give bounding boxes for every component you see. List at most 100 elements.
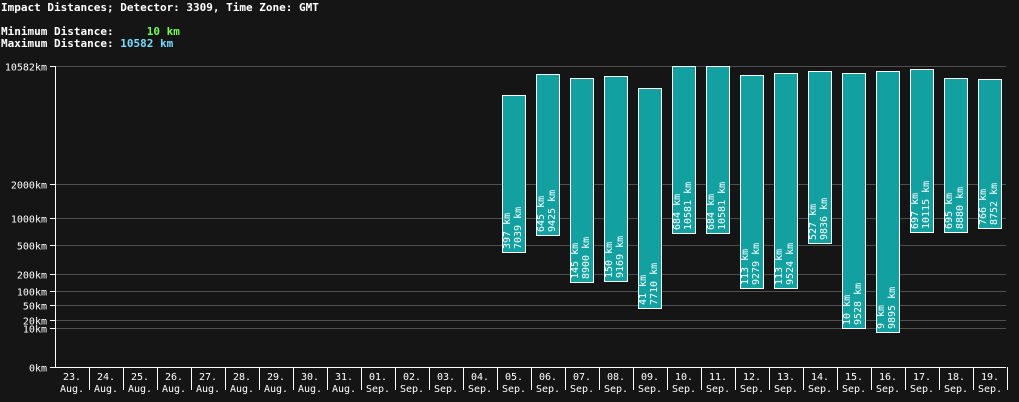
bar-max-label: 10581 km — [717, 182, 728, 230]
y-tick-label: 2000km — [11, 181, 47, 192]
y-tick-label: 200km — [17, 271, 47, 282]
distance-bar — [876, 71, 900, 333]
maximum-distance-row: Maximum Distance: 10582 km — [1, 38, 173, 50]
x-tick-day: 03. — [437, 372, 455, 383]
bar-max-label: 7710 km — [649, 263, 660, 305]
bar-min-label: 397 km — [502, 213, 513, 249]
x-tick-month: Sep. — [978, 384, 1002, 395]
x-tick-month: Sep. — [502, 384, 526, 395]
x-tick-month: Sep. — [876, 384, 900, 395]
bar-min-label: 9 km — [876, 305, 887, 329]
x-tick-month: Sep. — [672, 384, 696, 395]
bar-min-label: 684 km — [706, 194, 717, 230]
y-tick-label: 10km — [23, 325, 47, 336]
bar-min-label: 10 km — [842, 295, 853, 325]
distance-bar — [672, 66, 696, 234]
x-tick-month: Aug. — [298, 384, 322, 395]
x-tick-month: Sep. — [434, 384, 458, 395]
x-tick-day: 10. — [675, 372, 693, 383]
bar-min-label: 150 km — [604, 242, 615, 278]
bar-min-label: 145 km — [570, 243, 581, 279]
x-tick-day: 25. — [131, 372, 149, 383]
x-tick-day: 15. — [845, 372, 863, 383]
x-tick-day: 17. — [913, 372, 931, 383]
x-tick-day: 13. — [777, 372, 795, 383]
y-tick-label: 50km — [23, 302, 47, 313]
x-tick-month: Sep. — [536, 384, 560, 395]
x-tick-month: Sep. — [740, 384, 764, 395]
bar-max-label: 9169 km — [615, 236, 626, 278]
bar-min-label: 684 km — [672, 194, 683, 230]
x-tick-day: 31. — [335, 372, 353, 383]
x-tick-day: 02. — [403, 372, 421, 383]
bar-max-label: 8752 km — [989, 183, 1000, 225]
x-tick-day: 07. — [573, 372, 591, 383]
y-tick-label: 0km — [29, 364, 47, 375]
x-tick-month: Sep. — [910, 384, 934, 395]
bar-min-label: 113 km — [740, 249, 751, 285]
bar-max-label: 9836 km — [819, 198, 830, 240]
distance-bar — [638, 88, 662, 309]
bar-max-label: 8880 km — [955, 187, 966, 229]
x-tick-month: Sep. — [808, 384, 832, 395]
x-tick-month: Sep. — [400, 384, 424, 395]
x-tick-month: Sep. — [570, 384, 594, 395]
x-tick-month: Aug. — [60, 384, 84, 395]
x-tick-month: Sep. — [944, 384, 968, 395]
y-tick-label: 10582km — [5, 63, 47, 74]
bar-max-label: 10115 km — [921, 181, 932, 229]
distance-bar — [978, 79, 1002, 229]
bar-max-label: 9425 km — [547, 190, 558, 232]
distance-bar — [536, 74, 560, 236]
bar-min-label: 766 km — [978, 189, 989, 225]
minimum-distance-label: Minimum Distance: — [1, 25, 114, 38]
x-tick-day: 08. — [607, 372, 625, 383]
x-tick-day: 18. — [947, 372, 965, 383]
distance-bar — [570, 78, 594, 283]
x-tick-day: 09. — [641, 372, 659, 383]
y-tick-label: 1000km — [11, 215, 47, 226]
x-tick-month: Aug. — [128, 384, 152, 395]
bar-min-label: 113 km — [774, 249, 785, 285]
bar-min-label: 697 km — [910, 193, 921, 229]
x-tick-month: Sep. — [366, 384, 390, 395]
minimum-distance-value: 10 km — [146, 25, 180, 38]
x-tick-day: 23. — [63, 372, 81, 383]
distance-bar — [842, 73, 866, 329]
distance-bar — [706, 66, 730, 234]
bar-max-label: 8900 km — [581, 237, 592, 279]
x-tick-month: Sep. — [842, 384, 866, 395]
x-tick-month: Aug. — [94, 384, 118, 395]
distance-bar — [808, 71, 832, 244]
maximum-distance-value: 10582 km — [120, 37, 174, 50]
y-tick-label: 20km — [23, 317, 47, 328]
bar-max-label: 9895 km — [887, 287, 898, 329]
distance-bar — [502, 95, 526, 253]
x-tick-month: Aug. — [230, 384, 254, 395]
distance-bar — [774, 73, 798, 289]
x-tick-day: 12. — [743, 372, 761, 383]
x-tick-day: 01. — [369, 372, 387, 383]
maximum-distance-label: Maximum Distance: — [1, 37, 114, 50]
distance-bar — [910, 69, 934, 233]
bar-min-label: 41 km — [638, 275, 649, 305]
x-tick-day: 14. — [811, 372, 829, 383]
chart-title: Impact Distances; Detector: 3309, Time Z… — [1, 1, 319, 14]
x-tick-day: 30. — [301, 372, 319, 383]
distance-bar — [604, 76, 628, 282]
x-tick-day: 05. — [505, 372, 523, 383]
x-tick-day: 11. — [709, 372, 727, 383]
x-tick-month: Sep. — [604, 384, 628, 395]
x-tick-month: Sep. — [706, 384, 730, 395]
x-tick-day: 26. — [165, 372, 183, 383]
y-tick-label: 500km — [17, 242, 47, 253]
bar-max-label: 9524 km — [785, 243, 796, 285]
x-tick-day: 19. — [981, 372, 999, 383]
x-tick-day: 24. — [97, 372, 115, 383]
x-tick-day: 16. — [879, 372, 897, 383]
x-tick-month: Aug. — [332, 384, 356, 395]
bar-max-label: 9279 km — [751, 243, 762, 285]
x-tick-day: 06. — [539, 372, 557, 383]
distance-bar — [944, 78, 968, 233]
x-tick-day: 04. — [471, 372, 489, 383]
